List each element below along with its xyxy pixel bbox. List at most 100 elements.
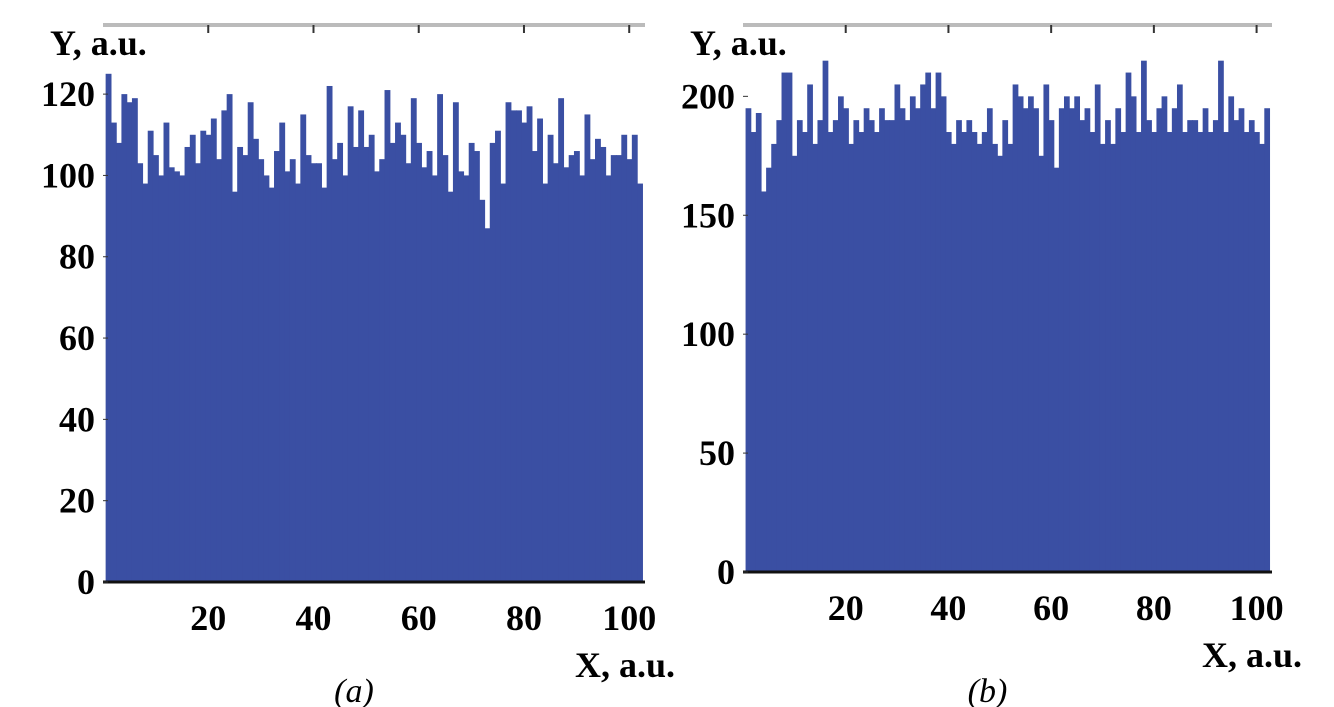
bar bbox=[879, 108, 885, 572]
bar bbox=[796, 120, 803, 572]
bar bbox=[1238, 108, 1245, 572]
bar bbox=[1033, 108, 1039, 572]
bar bbox=[1099, 143, 1106, 573]
bar bbox=[189, 134, 196, 582]
x-tick-label: 40 bbox=[295, 598, 331, 638]
bar bbox=[168, 167, 175, 583]
bar bbox=[750, 132, 757, 573]
y-tick-label: 40 bbox=[59, 399, 95, 439]
bar bbox=[231, 191, 238, 583]
bar bbox=[321, 187, 328, 582]
bar bbox=[1161, 96, 1168, 572]
bar bbox=[473, 151, 480, 582]
bar bbox=[817, 120, 824, 572]
bar bbox=[1228, 96, 1235, 572]
bar bbox=[1218, 60, 1224, 572]
bar bbox=[1176, 84, 1183, 573]
bar bbox=[1171, 108, 1178, 572]
bar bbox=[216, 159, 222, 582]
bar bbox=[484, 228, 491, 582]
bar bbox=[781, 72, 788, 572]
bar bbox=[495, 130, 501, 583]
bar bbox=[563, 167, 570, 583]
bar bbox=[595, 138, 601, 582]
bar bbox=[966, 120, 973, 572]
bar bbox=[395, 122, 401, 582]
y-tick-label: 200 bbox=[681, 76, 735, 116]
bar bbox=[437, 94, 444, 582]
bar bbox=[468, 142, 475, 583]
bar bbox=[1089, 132, 1096, 573]
bar bbox=[368, 134, 375, 582]
bar bbox=[930, 108, 937, 572]
bar bbox=[552, 163, 559, 582]
bar bbox=[252, 138, 259, 582]
bar bbox=[1012, 84, 1019, 573]
bar bbox=[1048, 120, 1055, 572]
bar bbox=[1074, 96, 1081, 572]
bar bbox=[843, 108, 849, 572]
bar bbox=[935, 72, 942, 572]
bar bbox=[760, 191, 767, 572]
bar bbox=[605, 175, 612, 582]
x-tick-label: 20 bbox=[190, 598, 226, 638]
bar bbox=[838, 96, 844, 572]
bar bbox=[174, 171, 180, 582]
x-tick-label: 60 bbox=[401, 598, 437, 638]
bar bbox=[1002, 120, 1009, 572]
caption: (a) bbox=[334, 673, 374, 707]
bar bbox=[131, 98, 138, 582]
bar bbox=[981, 132, 988, 573]
bar bbox=[1058, 108, 1065, 572]
bar bbox=[1094, 84, 1101, 573]
bar bbox=[1264, 108, 1271, 572]
bar bbox=[389, 142, 396, 583]
bar bbox=[442, 155, 449, 583]
bar bbox=[1182, 132, 1188, 573]
bar bbox=[263, 175, 270, 582]
bar bbox=[1197, 132, 1204, 573]
bar bbox=[384, 90, 391, 583]
bar bbox=[992, 143, 998, 573]
bar bbox=[158, 175, 165, 582]
bar bbox=[363, 146, 370, 582]
bar bbox=[951, 143, 957, 573]
bar bbox=[342, 175, 349, 582]
bar bbox=[858, 132, 865, 573]
bar bbox=[976, 143, 983, 573]
bar bbox=[1017, 96, 1024, 572]
y-tick-label: 100 bbox=[41, 155, 95, 195]
bar bbox=[904, 120, 911, 572]
bar bbox=[521, 122, 528, 582]
bar bbox=[221, 110, 228, 582]
bar bbox=[137, 163, 144, 582]
bar bbox=[121, 94, 128, 582]
caption: (b) bbox=[968, 673, 1008, 707]
bar bbox=[500, 183, 507, 582]
bar bbox=[1125, 72, 1132, 572]
bar bbox=[637, 183, 643, 582]
bar bbox=[379, 159, 386, 582]
bar bbox=[289, 159, 296, 582]
bar bbox=[610, 155, 617, 583]
bar bbox=[822, 60, 829, 572]
bar bbox=[163, 122, 170, 582]
bar bbox=[1110, 143, 1116, 573]
x-tick-label: 40 bbox=[930, 588, 966, 628]
bar bbox=[776, 120, 783, 572]
x-tick-label: 100 bbox=[1230, 588, 1284, 628]
bar bbox=[1130, 96, 1137, 572]
bar bbox=[791, 155, 798, 572]
bar bbox=[247, 102, 254, 583]
bar bbox=[909, 96, 916, 572]
bar bbox=[405, 163, 412, 582]
bar bbox=[374, 171, 380, 582]
bar bbox=[1069, 108, 1075, 572]
bar bbox=[786, 72, 793, 572]
bar bbox=[745, 108, 752, 572]
bar bbox=[1233, 120, 1240, 572]
y-tick-label: 80 bbox=[59, 237, 95, 277]
y-tick-label: 20 bbox=[59, 481, 95, 521]
